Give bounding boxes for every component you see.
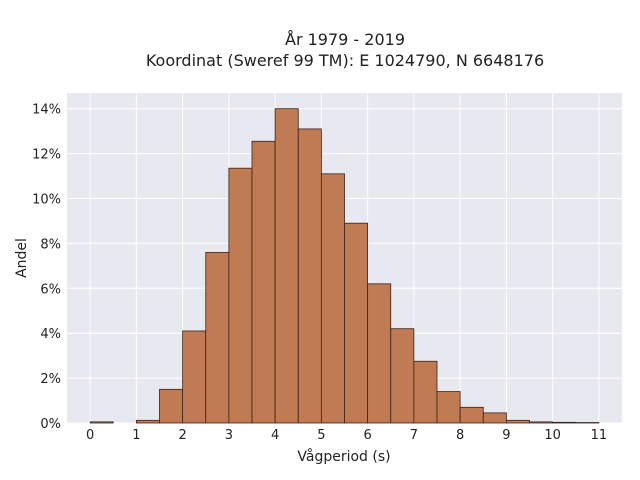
histogram-bar — [274, 108, 299, 424]
x-tick-label: 1 — [132, 428, 140, 443]
histogram-bar — [413, 360, 438, 424]
y-tick-label: 4% — [40, 327, 61, 342]
histogram-bar — [459, 406, 484, 424]
y-tick-label: 10% — [32, 193, 61, 208]
x-tick-label: 11 — [591, 428, 608, 443]
x-tick-label: 6 — [363, 428, 371, 443]
x-tick-label: 8 — [456, 428, 464, 443]
histogram-bar — [505, 419, 530, 424]
histogram-bar — [135, 419, 160, 424]
y-tick-label: 2% — [40, 372, 61, 387]
histogram-bar — [390, 328, 415, 424]
histogram-bar — [436, 391, 461, 424]
x-axis-ticks: 0 1 2 3 4 5 6 7 8 9 10 11 — [86, 428, 607, 443]
x-tick-label: 2 — [178, 428, 186, 443]
histogram-bar — [182, 330, 207, 424]
y-tick-label: 12% — [32, 148, 61, 163]
histogram-bar — [529, 421, 554, 424]
y-tick-label: 8% — [40, 237, 61, 252]
y-tick-label: 0% — [40, 417, 61, 432]
histogram-bar — [320, 173, 345, 424]
histogram-bar — [205, 251, 230, 424]
histogram-bars — [89, 108, 600, 424]
histogram-bar — [297, 128, 322, 424]
x-tick-label: 10 — [544, 428, 561, 443]
y-axis-ticks: 0% 2% 4% 6% 8% 10% 12% 14% — [32, 103, 61, 432]
x-tick-label: 7 — [410, 428, 418, 443]
histogram-bar — [367, 283, 392, 424]
histogram-bar — [344, 222, 369, 424]
histogram-bar — [482, 412, 507, 424]
histogram-bar — [89, 421, 114, 424]
x-axis-label: Vågperiod (s) — [297, 448, 390, 465]
histogram-bar — [251, 140, 276, 424]
x-tick-label: 9 — [502, 428, 510, 443]
histogram-bar — [159, 388, 184, 424]
histogram-bar — [552, 421, 577, 424]
y-axis-label: Andel — [14, 238, 30, 278]
y-tick-label: 6% — [40, 282, 61, 297]
x-tick-label: 5 — [317, 428, 325, 443]
x-tick-label: 3 — [225, 428, 233, 443]
chart-title-line-2: Koordinat (Sweref 99 TM): E 1024790, N 6… — [146, 51, 544, 70]
y-tick-label: 14% — [32, 103, 61, 118]
chart-title-line-1: År 1979 - 2019 — [285, 30, 405, 49]
x-tick-label: 0 — [86, 428, 94, 443]
histogram-bar — [228, 167, 253, 424]
x-tick-label: 4 — [271, 428, 279, 443]
